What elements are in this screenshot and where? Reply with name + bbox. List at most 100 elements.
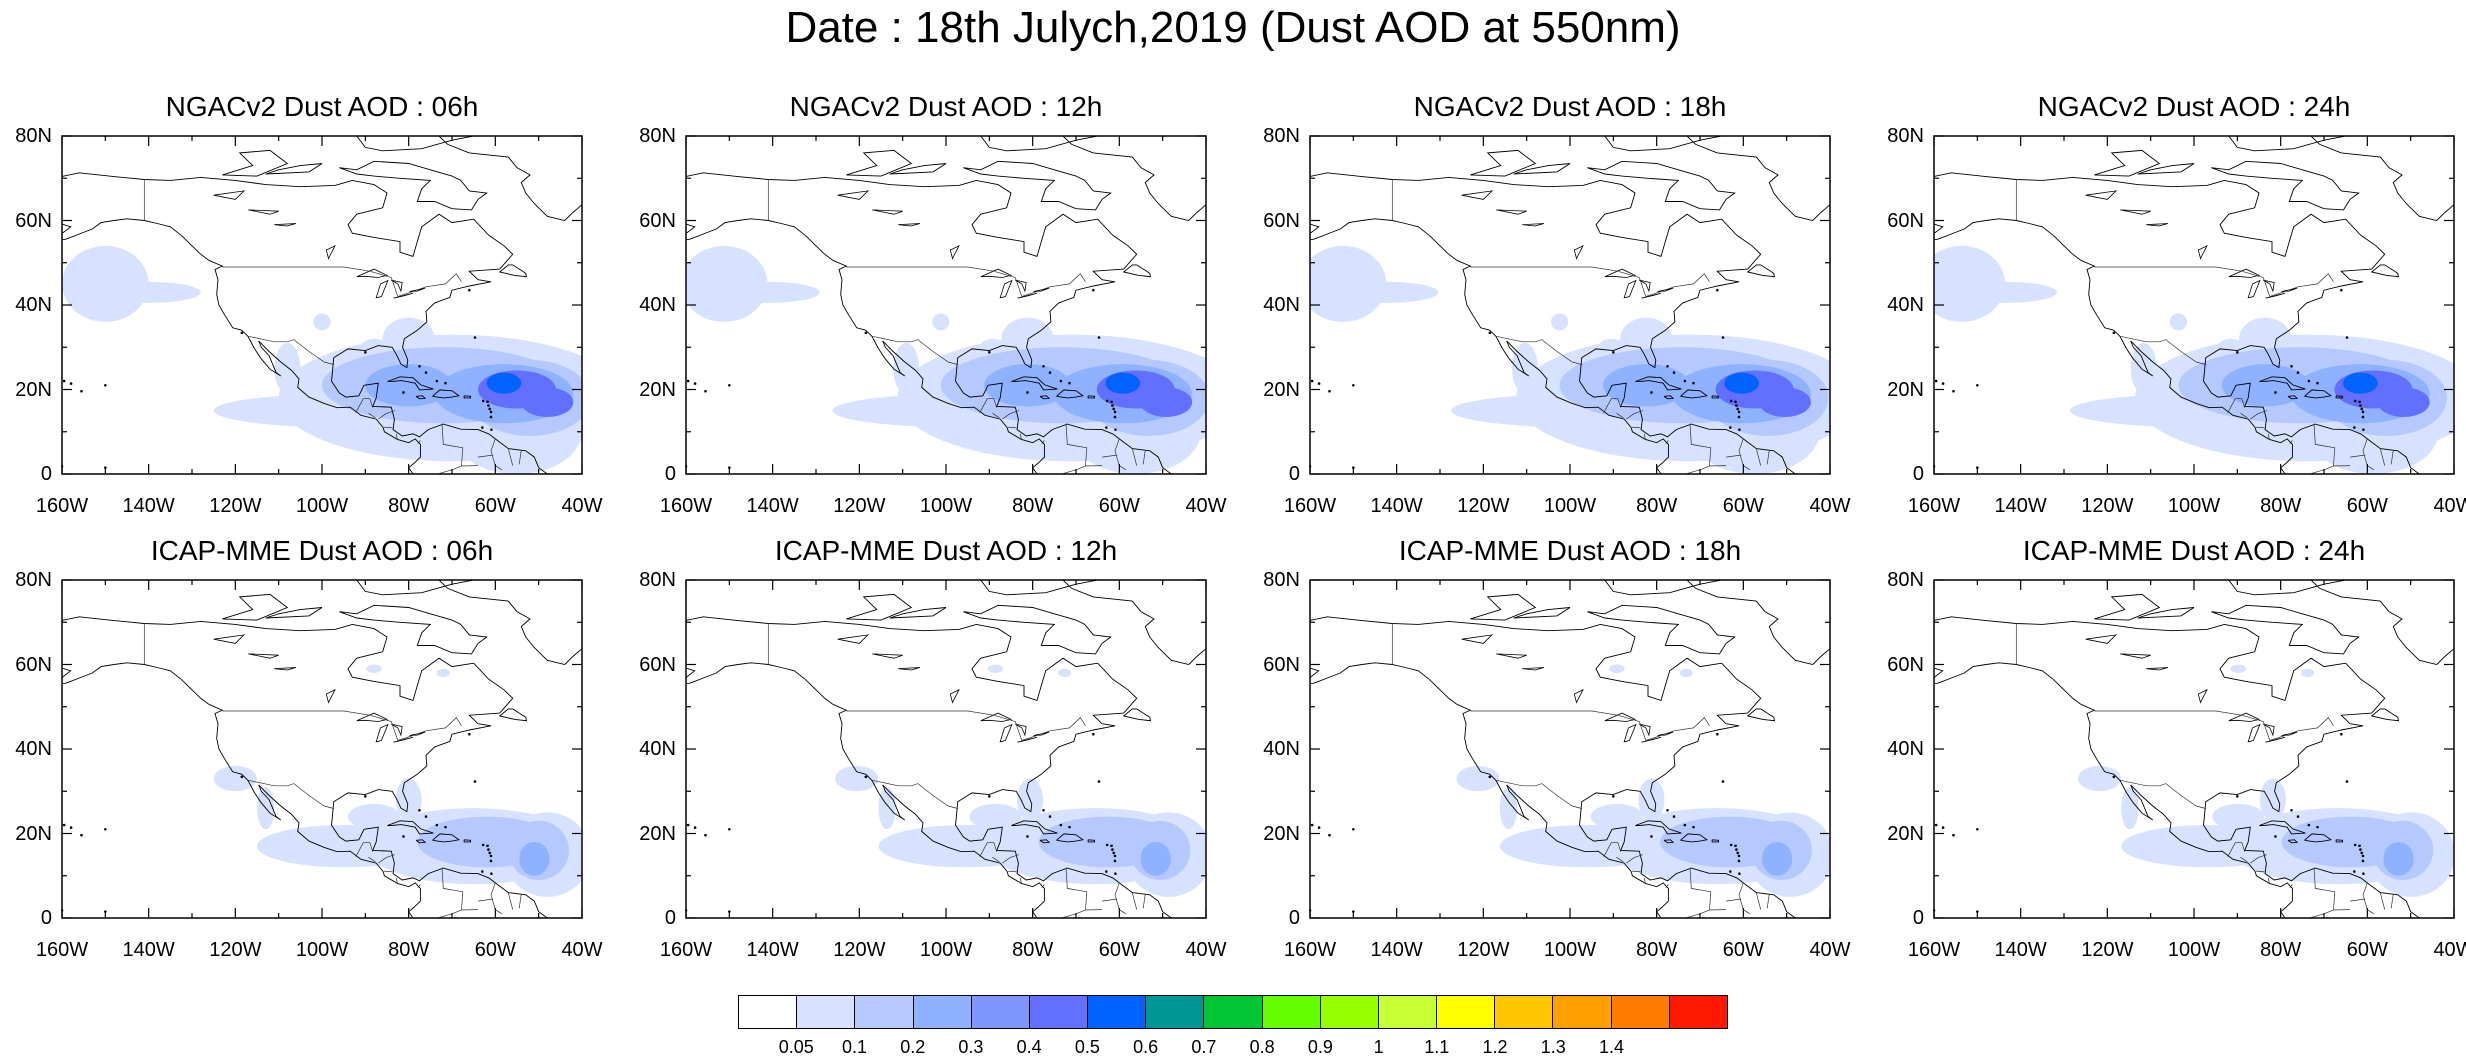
colorbar-label: 0.5 (1074, 1037, 1100, 1057)
lake-outline (2120, 209, 2151, 215)
island (1059, 379, 1063, 383)
coastline (2370, 264, 2400, 278)
island (424, 371, 428, 374)
lon-tick-label: 60W (1098, 495, 1140, 517)
coastline (2335, 395, 2344, 399)
coastline (415, 839, 427, 844)
coastline (1934, 616, 2420, 918)
lake-outline (1573, 688, 1584, 704)
lake-outline (1522, 667, 1545, 671)
coastline (1056, 389, 1085, 399)
country-border (1766, 449, 1770, 465)
island (1729, 426, 1732, 429)
island (490, 428, 493, 431)
country-border (1631, 426, 1641, 429)
lon-tick-label: 40W (561, 939, 603, 961)
island (728, 910, 731, 913)
lake-outline (1604, 268, 1637, 278)
country-border (2227, 842, 2242, 857)
aod-region (1761, 841, 1793, 876)
aod-region (1499, 787, 1518, 830)
colorbar-swatch (1378, 996, 1438, 1028)
country-border (1725, 898, 1742, 902)
country-border (2349, 898, 2366, 902)
lat-tick-label: 0 (40, 463, 52, 485)
aod-region (686, 245, 768, 322)
coastline (1011, 376, 1058, 391)
island (2345, 780, 2349, 783)
panel-title: ICAP-MME Dust AOD : 12h (774, 535, 1118, 566)
lake-outline (898, 667, 921, 671)
colorbar-swatch (1553, 996, 1612, 1028)
lon-tick-label: 140W (746, 495, 799, 517)
colorbar-label: 0.7 (1191, 1037, 1217, 1057)
coastline (356, 136, 477, 152)
coastline (2094, 593, 2161, 621)
coastline (432, 389, 461, 399)
country-border (1065, 867, 1088, 911)
coastline (1036, 917, 1037, 918)
aod-region (1934, 245, 2006, 322)
coastline (1011, 820, 1058, 835)
lon-tick-label: 40W (2433, 939, 2466, 961)
island (1735, 404, 1738, 407)
lat-tick-label: 40N (1887, 738, 1924, 760)
country-border (2308, 465, 2351, 474)
lon-tick-label: 60W (2346, 495, 2388, 517)
coastline (2287, 839, 2299, 844)
country-border (507, 448, 514, 466)
lake-outline (1641, 292, 1662, 299)
lon-tick-label: 60W (1722, 495, 1764, 517)
lake-outline (2247, 723, 2261, 743)
island (1666, 808, 1669, 812)
coastline (1663, 395, 1675, 400)
country-border (1631, 870, 1641, 873)
coastline (1310, 662, 1669, 918)
aod-region (1953, 281, 2058, 303)
country-border (1114, 882, 1126, 915)
colorbar-swatch (1029, 996, 1089, 1028)
coastline (1934, 218, 2293, 474)
country-border (369, 842, 374, 852)
island (444, 381, 447, 385)
colorbar-swatch (739, 996, 798, 1028)
island (1317, 826, 1321, 829)
country-border (395, 433, 398, 439)
colorbar-swatch (1204, 996, 1263, 1028)
dust-aod-map (1309, 579, 1831, 919)
colorbar-label: 0.1 (841, 1037, 867, 1057)
island (1114, 428, 1117, 431)
country-border (1060, 909, 1103, 918)
coastline (438, 580, 582, 665)
lat-tick-label: 0 (664, 907, 676, 929)
island (364, 795, 367, 798)
coastline (686, 616, 1172, 918)
map-panel-icap-mme-06h: ICAP-MME Dust AOD : 06h 80N 60N 40N 20N 0 160W… (15, 535, 602, 960)
colorbar-label: 0.6 (1133, 1037, 1159, 1057)
island (1352, 910, 1355, 913)
country-border (2362, 438, 2374, 471)
lat-tick-label: 40N (15, 294, 52, 316)
aod-region (2077, 765, 2122, 792)
colorbar-swatch (1320, 996, 1379, 1028)
coastline (1934, 172, 2420, 474)
lon-tick-label: 120W (2081, 939, 2134, 961)
aod-region (932, 313, 950, 331)
lat-tick-label: 40N (1263, 294, 1300, 316)
island (1734, 400, 1737, 404)
lake-outline (980, 712, 1013, 722)
island (704, 389, 707, 393)
lake-outline (2146, 667, 2169, 671)
coastline (2228, 136, 2349, 152)
island (2290, 808, 2293, 812)
lon-tick-label: 60W (1722, 939, 1764, 961)
coastline (2211, 160, 2360, 211)
coastline (1513, 163, 1571, 175)
lon-tick-label: 100W (295, 939, 349, 961)
coastline (62, 172, 548, 474)
coastline (2211, 604, 2360, 655)
coastline (1663, 839, 1675, 844)
lon-tick-label: 160W (1907, 495, 1961, 517)
coastline (1587, 160, 1736, 211)
island (1112, 851, 1115, 855)
